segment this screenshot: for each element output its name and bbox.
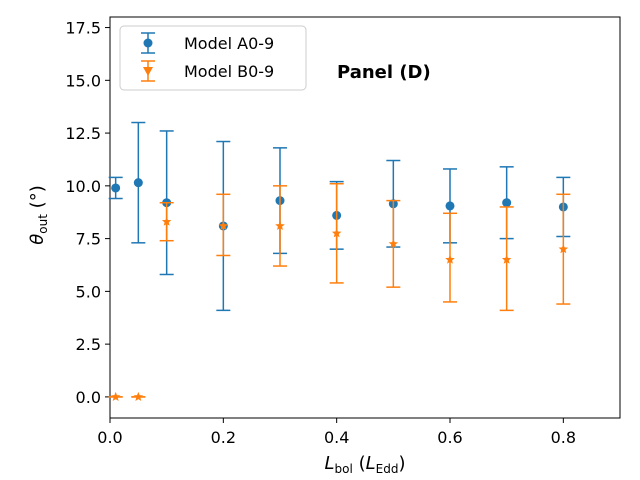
y-tick-label: 10.0 xyxy=(65,177,101,196)
data-point xyxy=(502,198,512,208)
legend-marker xyxy=(143,67,153,76)
y-tick-label: 0.0 xyxy=(76,388,101,407)
data-point xyxy=(388,238,399,248)
data-point xyxy=(501,254,512,264)
data-point xyxy=(275,220,285,230)
y-tick-label: 2.5 xyxy=(76,335,101,354)
y-axis-label: θout (°) xyxy=(27,185,50,244)
series-model-b xyxy=(108,182,571,401)
series-layer xyxy=(108,121,571,401)
y-tick-label: 17.5 xyxy=(65,19,101,38)
x-tick-label: 0.4 xyxy=(324,428,349,447)
data-point xyxy=(558,244,569,254)
x-tick-label: 0.2 xyxy=(211,428,236,447)
data-point xyxy=(331,228,342,238)
data-point xyxy=(111,183,121,193)
legend-marker xyxy=(143,38,153,48)
x-tick-label: 0.6 xyxy=(437,428,462,447)
y-tick-label: 12.5 xyxy=(65,124,101,143)
data-point xyxy=(133,391,144,401)
legend: Model A0-9 Model B0-9 xyxy=(119,25,307,91)
y-tick-label: 15.0 xyxy=(65,71,101,90)
legend-box xyxy=(119,25,307,91)
x-axis-label: Lbol (LEdd) xyxy=(325,453,406,476)
panel-label: Panel (D) xyxy=(337,62,431,83)
y-tick-label: 7.5 xyxy=(76,230,101,249)
data-point xyxy=(161,216,172,226)
y-tick-label: 5.0 xyxy=(76,282,101,301)
y-axis: 0.0 2.5 5.0 7.5 10.0 12.5 15.0 17.5 xyxy=(65,19,110,407)
x-axis: 0.0 0.2 0.4 0.6 0.8 xyxy=(97,418,576,447)
x-tick-label: 0.0 xyxy=(97,428,122,447)
plot-frame xyxy=(109,16,621,419)
data-point xyxy=(110,391,121,401)
legend-label: Model A0-9 xyxy=(184,34,274,53)
x-tick-label: 0.8 xyxy=(551,428,576,447)
data-point xyxy=(133,178,143,188)
data-point xyxy=(218,220,229,230)
legend-label: Model B0-9 xyxy=(184,62,274,81)
data-point xyxy=(445,201,455,211)
data-point xyxy=(445,254,455,264)
